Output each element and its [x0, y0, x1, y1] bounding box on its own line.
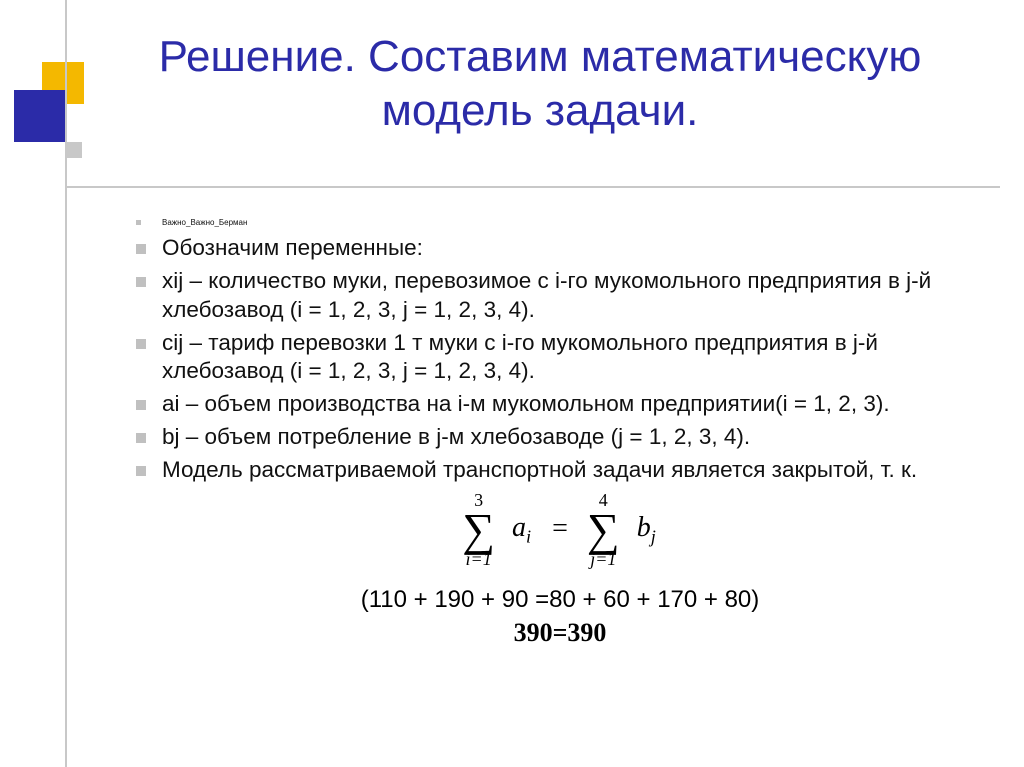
calculation-line: (110 + 190 + 90 =80 + 60 + 170 + 80) — [130, 586, 990, 614]
square-gray — [66, 142, 82, 158]
divider-horizontal — [66, 186, 1000, 188]
list-item: cij – тариф перевозки 1 т муки с i-го му… — [130, 329, 990, 387]
list-item: ai – объем производства на i-м мукомольн… — [130, 390, 990, 419]
sigma-icon: ∑ — [587, 509, 620, 550]
term-right: bj — [637, 512, 656, 548]
bullet-list: Важно_Важно_Берман Обозначим переменные: x… — [130, 218, 990, 485]
list-item: bj – объем потребление в j-м хлебозаводе… — [130, 423, 990, 452]
square-blue — [14, 90, 66, 142]
list-item: Модель рассматриваемой транспортной зада… — [130, 456, 990, 485]
result-line: 390=390 — [130, 618, 990, 648]
slide-body: Важно_Важно_Берман Обозначим переменные: x… — [130, 218, 990, 648]
sigma-icon: ∑ — [462, 509, 495, 550]
sum-left: 3 ∑ i=1 — [462, 491, 495, 568]
list-item: Важно_Важно_Берман — [130, 218, 990, 228]
sum-right: 4 ∑ j=1 — [587, 491, 620, 568]
summation-formula: 3 ∑ i=1 ai = 4 ∑ j=1 bj — [130, 491, 990, 568]
slide-title: Решение. Составим математическую модель … — [80, 30, 1000, 137]
term-left: ai — [512, 512, 531, 548]
list-item: xij – количество муки, перевозимое с i-г… — [130, 267, 990, 325]
list-item: Обозначим переменные: — [130, 234, 990, 263]
equals-sign: = — [552, 513, 568, 545]
divider-vertical — [65, 0, 67, 767]
